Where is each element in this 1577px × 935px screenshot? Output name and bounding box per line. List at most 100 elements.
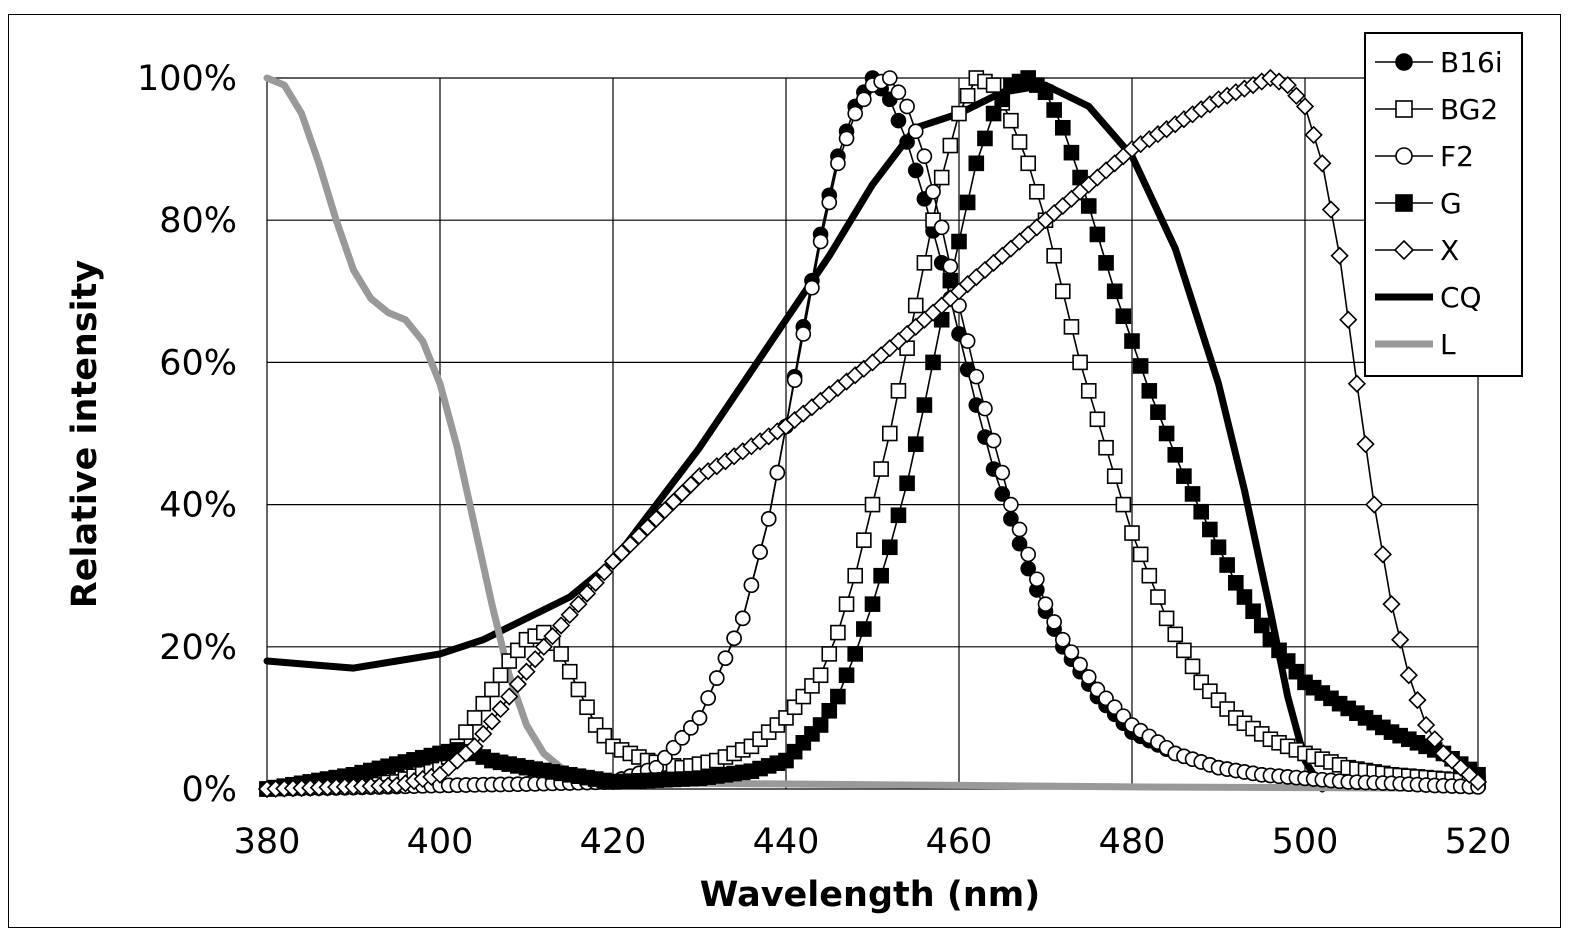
data-point-f2 (994, 464, 1011, 481)
data-point-f2 (657, 749, 673, 766)
series-markers (257, 68, 1488, 799)
data-point-f2 (942, 258, 959, 275)
data-point-x (508, 674, 527, 694)
data-point-f2 (1046, 614, 1062, 630)
data-point-bg2 (1167, 626, 1184, 643)
data-point-x (655, 501, 675, 520)
legend-label: BG2 (1440, 93, 1498, 126)
y-axis-title: Relative intensity (65, 260, 105, 609)
data-point-f2 (812, 233, 829, 250)
data-point-x (1365, 495, 1384, 514)
y-tick-label: 40% (159, 486, 237, 526)
data-point-f2 (708, 670, 725, 686)
data-point-f2 (665, 739, 682, 756)
legend-item-x: X (1375, 234, 1459, 267)
data-point-g (1115, 308, 1132, 324)
data-point-bg2 (1063, 319, 1080, 335)
data-point-bg2 (942, 137, 959, 154)
data-point-bg2 (1098, 439, 1114, 456)
data-point-x (1287, 86, 1306, 105)
data-point-f2 (1063, 644, 1080, 660)
data-point-x (681, 475, 700, 494)
data-point-bg2 (916, 255, 933, 271)
data-point-f2 (1072, 656, 1088, 673)
data-point-bg2 (1141, 567, 1158, 584)
data-point-x (569, 595, 588, 614)
data-point-g (968, 155, 985, 172)
y-tick-label: 0% (181, 770, 237, 810)
legend: B16i BG2 F2 GX CQ L (1364, 32, 1523, 377)
data-point-x (551, 616, 571, 635)
data-point-bg2 (1184, 658, 1201, 675)
y-tick-label: 100% (137, 59, 237, 99)
data-point-bg2 (881, 425, 898, 442)
data-point-bg2 (864, 496, 881, 513)
data-point-g (1037, 84, 1054, 101)
legend-label: X (1440, 234, 1459, 267)
data-point-x (534, 637, 553, 656)
data-point-f2 (760, 511, 777, 527)
data-point-f2 (890, 84, 907, 101)
data-point-g (907, 436, 924, 452)
data-point-bg2 (466, 710, 483, 726)
data-point-bg2 (492, 667, 509, 684)
data-point-b16i (1395, 53, 1413, 71)
x-tick-labels: 380 400 420 440 460 480 500 520 (234, 822, 1512, 862)
data-point-bg2 (1124, 525, 1140, 541)
data-point-g (1236, 589, 1253, 605)
data-point-x (1304, 125, 1323, 145)
data-point-x (621, 535, 640, 554)
series-lines (263, 74, 1482, 793)
data-point-bg2 (959, 87, 976, 104)
data-point-bg2 (570, 681, 587, 698)
legend-item-l: L (1375, 328, 1456, 361)
data-point-f2 (977, 400, 993, 417)
data-point-f2 (786, 372, 803, 388)
data-point-g (847, 646, 864, 662)
data-point-g (1141, 383, 1158, 399)
data-point-f2 (804, 279, 820, 296)
legend-label: F2 (1440, 140, 1474, 173)
data-point-f2 (881, 70, 898, 86)
data-point-x (560, 605, 579, 624)
data-point-bg2 (890, 383, 907, 399)
data-point-bg2 (1046, 247, 1062, 264)
data-point-f2 (769, 464, 786, 481)
data-point-x (482, 712, 502, 731)
data-point-bg2 (561, 663, 578, 680)
data-point-bg2 (873, 461, 889, 477)
x-axis-title: Wavelength (nm) (700, 875, 1040, 915)
data-point-f2 (683, 720, 699, 736)
legend-item-b16i: B16i (1375, 46, 1503, 79)
data-point-f2 (674, 730, 691, 746)
data-point-x (1330, 246, 1349, 265)
y-tick-label: 80% (159, 201, 237, 241)
x-tick-label: 520 (1445, 822, 1512, 862)
legend-item-f2: F2 (1375, 140, 1474, 173)
series-line-cq (263, 81, 1326, 793)
data-point-g (1098, 255, 1114, 271)
data-point-x (1408, 690, 1427, 710)
data-point-g (838, 667, 855, 684)
data-point-g (881, 539, 898, 556)
data-point-bg2 (1115, 496, 1132, 513)
data-point-x (1382, 595, 1401, 614)
data-point-x (465, 737, 484, 756)
data-point-g (864, 596, 881, 612)
y-tick-labels: 0% 20% 40% 60% 80% 100% (137, 59, 237, 810)
y-tick-label: 60% (159, 343, 237, 383)
data-point-bg2 (985, 77, 1002, 93)
data-point-bg2 (475, 695, 492, 712)
data-point-g (1395, 194, 1413, 212)
data-point-g (1228, 575, 1244, 591)
data-point-f2 (830, 155, 846, 172)
data-point-x (577, 584, 597, 603)
legend-item-cq: CQ (1375, 281, 1482, 314)
data-point-bg2 (1080, 383, 1097, 399)
legend-label: CQ (1440, 281, 1482, 314)
data-point-bg2 (458, 724, 474, 740)
data-point-x (1339, 310, 1358, 329)
y-tick-label: 20% (159, 628, 237, 668)
data-point-x (500, 687, 519, 706)
